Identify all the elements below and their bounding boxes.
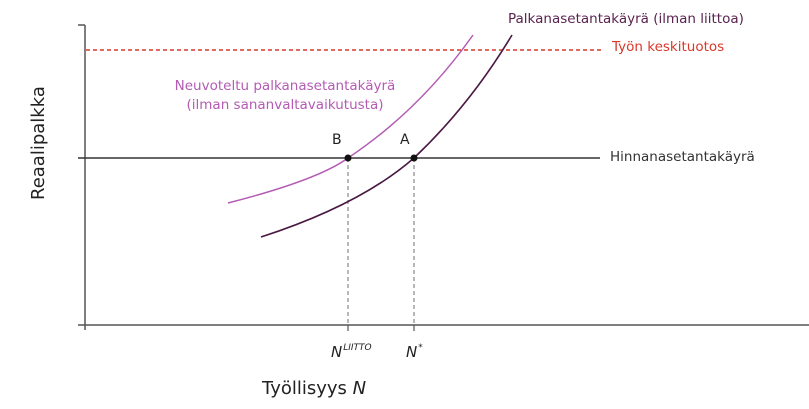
point-a-marker	[410, 154, 418, 162]
y-axis-title: Reaalipalkka	[28, 86, 49, 200]
negotiated-curve-label-line1: Neuvoteltu palkanasetantakäyrä	[174, 78, 396, 94]
point-a-label: A	[400, 132, 410, 148]
tick-label-n-star: N*	[406, 343, 423, 361]
point-b-marker	[344, 154, 352, 162]
negotiated-curve-label-line2: (ilman sananvaltavaikutusta)	[186, 97, 384, 113]
price-curve-label: Hinnanasetantakäyrä	[610, 149, 755, 165]
wage-curve-label: Palkanasetantakäyrä (ilman liittoa)	[508, 11, 744, 27]
negotiated-wage-curve	[227, 34, 474, 204]
negotiated-curve-label: Neuvoteltu palkanasetantakäyrä (ilman sa…	[170, 77, 400, 115]
x-axis-title: Työllisyys N	[262, 378, 367, 399]
productivity-label: Työn keskituotos	[612, 39, 725, 55]
point-b-label: B	[332, 132, 342, 148]
tick-label-n-union: NLIITTO	[331, 343, 372, 361]
wage-setting-curve	[260, 34, 513, 238]
